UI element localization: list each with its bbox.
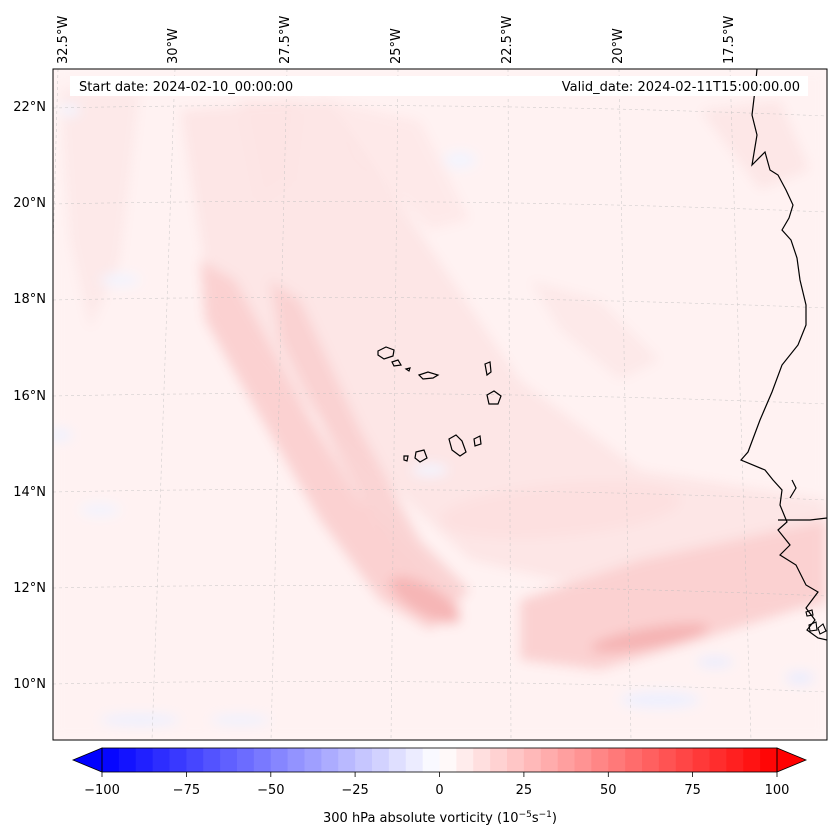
colorbar-cell [608, 748, 626, 772]
colorbar-cell [574, 748, 592, 772]
colorbar-cell [355, 748, 373, 772]
date-banner [70, 76, 808, 96]
colorbar-cell [321, 748, 339, 772]
colorbar-cell [388, 748, 407, 772]
lat-label: 22°N [13, 100, 46, 115]
colorbar-tick-labels: −100 −75 −50 −25 0 25 50 75 100 [84, 783, 789, 798]
colorbar-cell [169, 748, 187, 772]
colorbar-cell [405, 748, 424, 772]
lat-label: 14°N [13, 485, 46, 500]
colorbar-label-mid: s [532, 811, 539, 826]
island-brava [403, 455, 409, 462]
colorbar-extend-max [776, 747, 808, 773]
colorbar-extend-min [71, 747, 103, 773]
colorbar-cells [102, 748, 778, 772]
colorbar-ticks [101, 772, 778, 777]
colorbar-cell [287, 748, 306, 772]
colorbar-cell [642, 748, 660, 772]
colorbar-cell [540, 748, 559, 772]
bijagos-islands [805, 609, 827, 635]
gridlines [53, 69, 827, 740]
colorbar-cell [743, 748, 761, 772]
colorbar-cell [726, 748, 744, 772]
island-boa-vista [486, 390, 502, 405]
map-panel: Start date: 2024-02-10_00:00:00 Valid_da… [52, 68, 828, 741]
longitude-labels: 32.5°W 30°W 27.5°W 25°W 22.5°W 20°W 17.5… [56, 16, 737, 64]
colorbar-cell [118, 748, 137, 772]
colorbar-cell [220, 748, 238, 772]
colorbar-cell [456, 748, 474, 772]
colorbar-cell [557, 748, 576, 772]
lon-label: 32.5°W [56, 16, 71, 64]
colorbar-cell [439, 748, 457, 772]
island-santiago [448, 434, 467, 457]
colorbar-cell [490, 748, 508, 772]
colorbar-label-exp2: −1 [539, 810, 552, 820]
colorbar-tick-label: 75 [684, 783, 701, 798]
colorbar-tick-label: −50 [257, 783, 284, 798]
colorbar-cell [675, 748, 694, 772]
colorbar-cell [152, 748, 171, 772]
colorbar-tick-label: 50 [600, 783, 617, 798]
colorbar-cell [591, 748, 609, 772]
island-santa-luzia [404, 367, 411, 372]
colorbar-tick-label: 25 [516, 783, 533, 798]
lon-label: 22.5°W [500, 16, 515, 64]
colorbar-cell [372, 748, 390, 772]
lon-label: 20°W [611, 28, 626, 64]
valid-date-label: Valid_date: 2024-02-11T15:00:00.00 [562, 80, 800, 95]
colorbar-cell [102, 748, 120, 772]
island-maio [473, 435, 482, 447]
island-santo-antao [377, 346, 395, 360]
map-frame [52, 68, 828, 741]
lat-label: 12°N [13, 581, 46, 596]
colorbar-cell [523, 748, 542, 772]
colorbar: −100 −75 −50 −25 0 25 50 75 100 300 hPa … [71, 747, 808, 826]
island-sao-nicolau [417, 371, 440, 380]
latitude-labels: 22°N 20°N 18°N 16°N 14°N 12°N 10°N [13, 100, 46, 692]
lon-label: 25°W [389, 28, 404, 64]
lat-label: 20°N [13, 196, 46, 211]
colorbar-cell [709, 748, 727, 772]
colorbar-tick-label: −75 [173, 783, 200, 798]
lat-label: 16°N [13, 389, 46, 404]
colorbar-cell [658, 748, 677, 772]
lat-label: 10°N [13, 677, 46, 692]
colorbar-cell [237, 748, 255, 772]
start-date-label: Start date: 2024-02-10_00:00:00 [79, 80, 293, 95]
island-fogo [414, 449, 428, 463]
island-sao-vicente [391, 359, 402, 367]
cape-verde-islands [377, 346, 502, 463]
colorbar-cell [203, 748, 221, 772]
colorbar-tick-label: −100 [84, 783, 120, 798]
colorbar-cell [473, 748, 491, 772]
colorbar-cell [135, 748, 154, 772]
colorbar-tick-label: 100 [765, 783, 790, 798]
colorbar-cell [507, 748, 525, 772]
colorbar-cell [338, 748, 356, 772]
colorbar-label-suffix: ) [552, 811, 557, 826]
colorbar-tick-label: −25 [341, 783, 368, 798]
colorbar-cell [186, 748, 204, 772]
coastline [739, 69, 827, 641]
lon-label: 17.5°W [722, 16, 737, 64]
colorbar-cell [692, 748, 711, 772]
colorbar-tick-label: 0 [435, 783, 443, 798]
colorbar-cell [422, 748, 441, 772]
colorbar-label: 300 hPa absolute vorticity (10−5s−1) [323, 810, 557, 826]
island-sal [484, 361, 492, 377]
colorbar-cell [253, 748, 272, 772]
colorbar-label-prefix: 300 hPa absolute vorticity (10 [323, 811, 519, 826]
lat-label: 18°N [13, 292, 46, 307]
lon-label: 30°W [166, 28, 181, 64]
colorbar-cell [625, 748, 643, 772]
colorbar-label-exp1: −5 [519, 810, 532, 820]
vorticity-field [53, 69, 827, 740]
colorbar-cell [270, 748, 289, 772]
colorbar-cell [760, 748, 778, 772]
lon-label: 27.5°W [278, 16, 293, 64]
colorbar-cell [304, 748, 322, 772]
